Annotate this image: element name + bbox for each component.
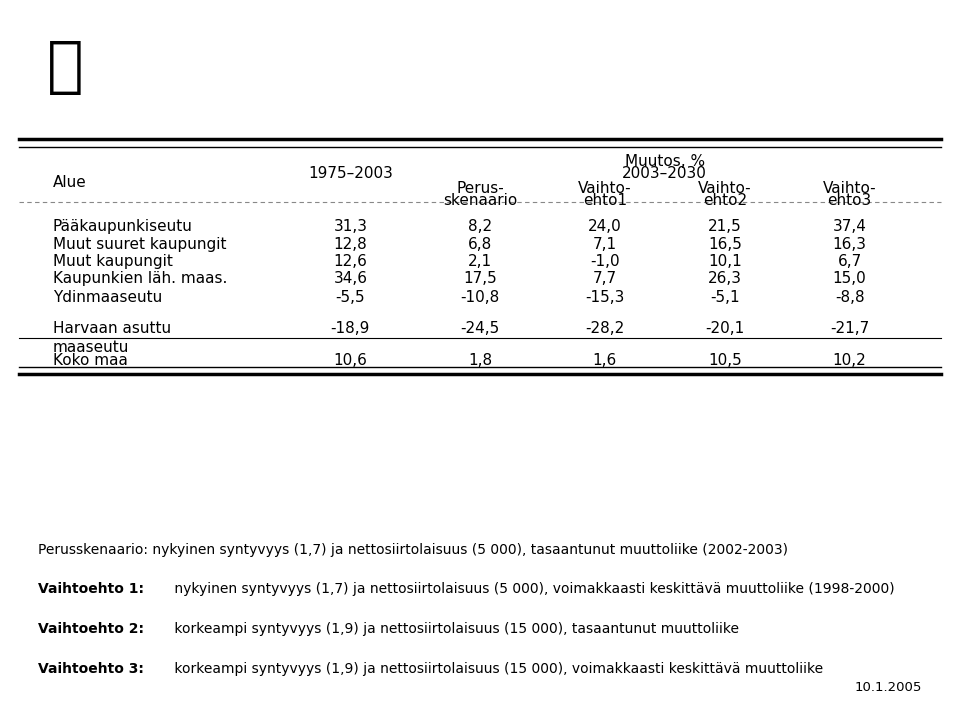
Text: 12,6: 12,6 <box>333 254 368 269</box>
Text: 10,2: 10,2 <box>832 353 867 369</box>
Text: -5,1: -5,1 <box>710 290 739 305</box>
Text: -10,8: -10,8 <box>461 290 499 305</box>
Text: Harvaan asuttu
maaseutu: Harvaan asuttu maaseutu <box>53 321 171 355</box>
Text: -5,5: -5,5 <box>336 290 365 305</box>
Text: Perusskenaario: nykyinen syntyvyys (1,7) ja nettosiirtolaisuus (5 000), tasaantu: Perusskenaario: nykyinen syntyvyys (1,7)… <box>38 543 788 557</box>
Text: skenaario: skenaario <box>443 192 517 208</box>
Text: 6,8: 6,8 <box>468 237 492 252</box>
Text: -28,2: -28,2 <box>586 321 624 336</box>
Text: 2,1: 2,1 <box>468 254 492 269</box>
Text: 8,2: 8,2 <box>468 220 492 234</box>
Text: -24,5: -24,5 <box>461 321 499 336</box>
Text: 16,5: 16,5 <box>708 237 742 252</box>
Text: 1975–2003: 1975–2003 <box>308 166 393 181</box>
Text: 31,3: 31,3 <box>333 220 368 234</box>
Text: 34,6: 34,6 <box>333 271 368 286</box>
Text: Vaihtoehto 2:: Vaihtoehto 2: <box>38 622 144 636</box>
Text: Vaihto-: Vaihto- <box>823 181 876 196</box>
Text: 🦁: 🦁 <box>46 38 84 97</box>
Text: Vaihtoehto 3:: Vaihtoehto 3: <box>38 661 144 675</box>
Text: ehto3: ehto3 <box>828 192 872 208</box>
Text: 1,8: 1,8 <box>468 353 492 369</box>
Text: Muut kaupungit: Muut kaupungit <box>53 254 173 269</box>
Text: 15,0: 15,0 <box>832 271 867 286</box>
Text: Koko maa: Koko maa <box>53 353 128 369</box>
Text: ehto1: ehto1 <box>583 192 627 208</box>
Text: -18,9: -18,9 <box>330 321 371 336</box>
Text: 37,4: 37,4 <box>832 220 867 234</box>
Text: Väestön muutos (%) aluetyypeittäin eri: Väestön muutos (%) aluetyypeittäin eri <box>155 30 756 56</box>
Text: -15,3: -15,3 <box>585 290 625 305</box>
Text: 16,3: 16,3 <box>832 237 867 252</box>
Text: korkeampi syntyvyys (1,9) ja nettosiirtolaisuus (15 000), voimakkaasti keskittäv: korkeampi syntyvyys (1,9) ja nettosiirto… <box>171 661 824 675</box>
Text: Perus-: Perus- <box>456 181 504 196</box>
Text: Ydinmaaseutu: Ydinmaaseutu <box>53 290 162 305</box>
Text: 10,5: 10,5 <box>708 353 742 369</box>
Text: 10.1.2005: 10.1.2005 <box>854 682 922 694</box>
Text: skenaarioissa vuosina 2003–2030: skenaarioissa vuosina 2003–2030 <box>155 81 664 107</box>
Text: 10,6: 10,6 <box>333 353 368 369</box>
Text: Muutos, %: Muutos, % <box>625 154 705 169</box>
Text: 1,6: 1,6 <box>592 353 617 369</box>
Text: 26,3: 26,3 <box>708 271 742 286</box>
Text: 2003–2030: 2003–2030 <box>622 166 708 181</box>
Text: 21,5: 21,5 <box>708 220 742 234</box>
Text: Vaihto-: Vaihto- <box>698 181 752 196</box>
Text: 24,0: 24,0 <box>588 220 622 234</box>
Text: Kaupunkien läh. maas.: Kaupunkien läh. maas. <box>53 271 228 286</box>
Text: Alue: Alue <box>53 176 86 190</box>
Text: -21,7: -21,7 <box>830 321 869 336</box>
Text: ★: ★ <box>42 41 87 89</box>
Text: Vaihto-: Vaihto- <box>578 181 632 196</box>
Text: korkeampi syntyvyys (1,9) ja nettosiirtolaisuus (15 000), tasaantunut muuttoliik: korkeampi syntyvyys (1,9) ja nettosiirto… <box>171 622 739 636</box>
Text: -20,1: -20,1 <box>706 321 744 336</box>
Text: -1,0: -1,0 <box>590 254 619 269</box>
Text: 7,1: 7,1 <box>592 237 617 252</box>
Text: ehto2: ehto2 <box>703 192 747 208</box>
Text: Pääkaupunkiseutu: Pääkaupunkiseutu <box>53 220 193 234</box>
Text: 7,7: 7,7 <box>592 271 617 286</box>
Text: -8,8: -8,8 <box>835 290 864 305</box>
Text: Muut suuret kaupungit: Muut suuret kaupungit <box>53 237 227 252</box>
Text: 10,1: 10,1 <box>708 254 742 269</box>
Text: nykyinen syntyvyys (1,7) ja nettosiirtolaisuus (5 000), voimakkaasti keskittävä : nykyinen syntyvyys (1,7) ja nettosiirtol… <box>171 583 895 597</box>
Text: 6,7: 6,7 <box>837 254 862 269</box>
Text: 12,8: 12,8 <box>333 237 368 252</box>
Text: Vaihtoehto 1:: Vaihtoehto 1: <box>38 583 144 597</box>
Text: 17,5: 17,5 <box>463 271 497 286</box>
